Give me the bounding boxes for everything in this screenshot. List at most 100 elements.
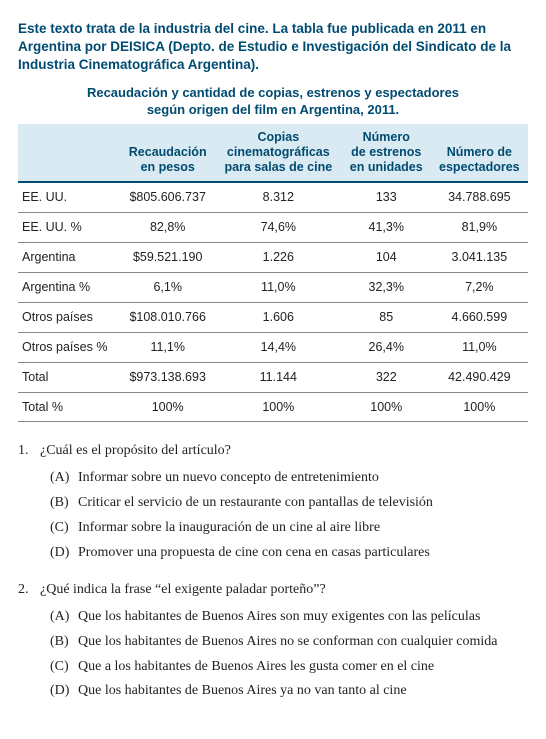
table-cell: 11,1%	[121, 332, 215, 362]
table-cell: 133	[342, 182, 431, 212]
th-estrenos-l3: en unidades	[350, 160, 423, 174]
table-cell: 6,1%	[121, 273, 215, 303]
table-cell: 42.490.429	[431, 362, 528, 392]
table-cell: Total %	[18, 392, 121, 422]
table-cell: Otros países %	[18, 332, 121, 362]
table-cell: 8.312	[215, 182, 342, 212]
table-cell: Argentina %	[18, 273, 121, 303]
table-cell: 7,2%	[431, 273, 528, 303]
table-cell: Otros países	[18, 302, 121, 332]
question-stem: 1.¿Cuál es el propósito del artículo?	[18, 442, 528, 461]
table-header-row: Recaudación en pesos Copias cinematográf…	[18, 124, 528, 182]
table-caption: Recaudación y cantidad de copias, estren…	[18, 85, 528, 119]
table-cell: 104	[342, 243, 431, 273]
th-espectadores-l2: espectadores	[439, 160, 520, 174]
option-text: Promover una propuesta de cine con cena …	[78, 544, 430, 563]
option: (D)Promover una propuesta de cine con ce…	[50, 544, 528, 563]
option-letter: (B)	[50, 633, 78, 652]
option-letter: (D)	[50, 544, 78, 563]
table-row: Argentina$59.521.1901.2261043.041.135	[18, 243, 528, 273]
table-cell: 3.041.135	[431, 243, 528, 273]
table-cell: EE. UU.	[18, 182, 121, 212]
th-recaudacion-l2: en pesos	[141, 160, 195, 174]
th-origin	[18, 124, 121, 182]
question: 2.¿Qué indica la frase “el exigente pala…	[18, 581, 528, 701]
th-estrenos-l2: de estrenos	[351, 145, 421, 159]
question-number: 2.	[18, 581, 40, 600]
options: (A)Informar sobre un nuevo concepto de e…	[50, 469, 528, 563]
questions-block: 1.¿Cuál es el propósito del artículo? (A)…	[18, 442, 528, 701]
table-cell: 100%	[121, 392, 215, 422]
option: (B)Que los habitantes de Buenos Aires no…	[50, 633, 528, 652]
table-row: Argentina %6,1%11,0%32,3%7,2%	[18, 273, 528, 303]
table-row: Total$973.138.69311.14432242.490.429	[18, 362, 528, 392]
th-estrenos: Número de estrenos en unidades	[342, 124, 431, 182]
table-cell: 100%	[215, 392, 342, 422]
option: (A)Informar sobre un nuevo concepto de e…	[50, 469, 528, 488]
table-row: EE. UU. %82,8%74,6%41,3%81,9%	[18, 213, 528, 243]
option-letter: (A)	[50, 608, 78, 627]
option: (A)Que los habitantes de Buenos Aires so…	[50, 608, 528, 627]
option-letter: (D)	[50, 682, 78, 701]
option: (C)Que a los habitantes de Buenos Aires …	[50, 658, 528, 677]
question: 1.¿Cuál es el propósito del artículo? (A)…	[18, 442, 528, 562]
table-cell: $973.138.693	[121, 362, 215, 392]
option-text: Informar sobre un nuevo concepto de entr…	[78, 469, 379, 488]
caption-line-1: Recaudación y cantidad de copias, estren…	[87, 85, 459, 100]
table-cell: 1.226	[215, 243, 342, 273]
table-cell: 81,9%	[431, 213, 528, 243]
th-copias-l2: cinematográficas	[227, 145, 330, 159]
option-text: Que los habitantes de Buenos Aires ya no…	[78, 682, 407, 701]
table-cell: 100%	[342, 392, 431, 422]
option-text: Que los habitantes de Buenos Aires no se…	[78, 633, 498, 652]
th-espectadores: Número de espectadores	[431, 124, 528, 182]
table-body: EE. UU.$805.606.7378.31213334.788.695EE.…	[18, 182, 528, 422]
table-cell: EE. UU. %	[18, 213, 121, 243]
table-cell: Argentina	[18, 243, 121, 273]
table-cell: 11,0%	[431, 332, 528, 362]
table-cell: 4.660.599	[431, 302, 528, 332]
table-row: Otros países$108.010.7661.606854.660.599	[18, 302, 528, 332]
question-number: 1.	[18, 442, 40, 461]
question-stem: 2.¿Qué indica la frase “el exigente pala…	[18, 581, 528, 600]
options: (A)Que los habitantes de Buenos Aires so…	[50, 608, 528, 702]
option: (B)Criticar el servicio de un restaurant…	[50, 494, 528, 513]
table-cell: 34.788.695	[431, 182, 528, 212]
th-recaudacion-l1: Recaudación	[129, 145, 207, 159]
table-cell: 82,8%	[121, 213, 215, 243]
option-letter: (A)	[50, 469, 78, 488]
th-recaudacion: Recaudación en pesos	[121, 124, 215, 182]
option-text: Que los habitantes de Buenos Aires son m…	[78, 608, 480, 627]
table-cell: 74,6%	[215, 213, 342, 243]
th-copias-l3: para salas de cine	[224, 160, 332, 174]
table-cell: Total	[18, 362, 121, 392]
option-text: Criticar el servicio de un restaurante c…	[78, 494, 433, 513]
table-cell: 14,4%	[215, 332, 342, 362]
table-cell: $59.521.190	[121, 243, 215, 273]
table-cell: 100%	[431, 392, 528, 422]
th-espectadores-l1: Número de	[447, 145, 512, 159]
table-row: Otros países %11,1%14,4%26,4%11,0%	[18, 332, 528, 362]
option-letter: (C)	[50, 519, 78, 538]
th-copias-l1: Copias	[257, 130, 299, 144]
option-text: Que a los habitantes de Buenos Aires les…	[78, 658, 434, 677]
table-cell: 11,0%	[215, 273, 342, 303]
table-cell: $805.606.737	[121, 182, 215, 212]
data-table: Recaudación en pesos Copias cinematográf…	[18, 124, 528, 422]
question-text: ¿Qué indica la frase “el exigente palada…	[40, 581, 326, 600]
table-cell: 11.144	[215, 362, 342, 392]
table-cell: 322	[342, 362, 431, 392]
th-estrenos-l1: Número	[363, 130, 410, 144]
option-letter: (B)	[50, 494, 78, 513]
option-letter: (C)	[50, 658, 78, 677]
table-cell: $108.010.766	[121, 302, 215, 332]
table-cell: 32,3%	[342, 273, 431, 303]
intro-text: Este texto trata de la industria del cin…	[18, 20, 528, 75]
option: (C)Informar sobre la inauguración de un …	[50, 519, 528, 538]
option-text: Informar sobre la inauguración de un cin…	[78, 519, 380, 538]
table-cell: 85	[342, 302, 431, 332]
caption-line-2: según origen del film en Argentina, 2011…	[147, 102, 399, 117]
table-cell: 41,3%	[342, 213, 431, 243]
question-text: ¿Cuál es el propósito del artículo?	[40, 442, 231, 461]
option: (D)Que los habitantes de Buenos Aires ya…	[50, 682, 528, 701]
